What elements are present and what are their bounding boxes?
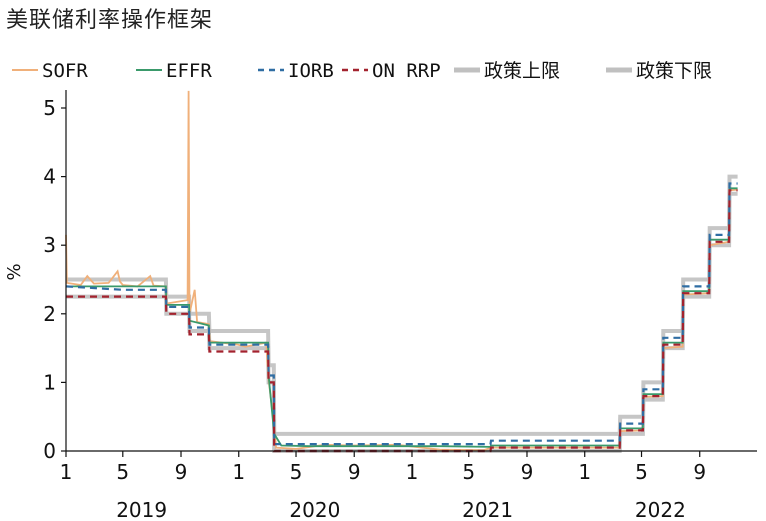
x-tick-label: 5 xyxy=(290,460,303,484)
legend-label: 政策上限 xyxy=(484,60,560,82)
legend-label: 政策下限 xyxy=(636,60,712,82)
series-line-on-rrp xyxy=(66,189,738,453)
x-tick-label: 1 xyxy=(578,460,591,484)
y-tick-label: 5 xyxy=(43,96,56,120)
legend-label: SOFR xyxy=(42,60,88,82)
chart-title: 美联储利率操作框架 xyxy=(6,8,214,33)
series-layer xyxy=(65,90,738,453)
series-line-effr xyxy=(66,187,738,448)
x-tick-label: 5 xyxy=(462,460,475,484)
y-tick-label: 0 xyxy=(43,439,56,463)
x-year-label: 2019 xyxy=(116,498,167,521)
series-line-iorb xyxy=(65,182,738,446)
y-tick-label: 4 xyxy=(43,165,56,189)
x-year-label: 2021 xyxy=(462,498,513,521)
series-line-sofr xyxy=(65,90,738,452)
y-tick-label: 2 xyxy=(43,302,56,326)
x-tick-label: 1 xyxy=(60,460,73,484)
series-line-series-5 xyxy=(66,191,738,453)
legend-label: IORB xyxy=(288,60,334,82)
x-tick-label: 9 xyxy=(693,460,706,484)
x-tick-label: 1 xyxy=(232,460,245,484)
x-tick-label: 9 xyxy=(175,460,188,484)
y-axis-label: % xyxy=(4,263,25,280)
x-tick-label: 5 xyxy=(116,460,129,484)
x-year-label: 2022 xyxy=(635,498,686,521)
x-tick-label: 9 xyxy=(348,460,361,484)
legend: SOFR EFFR IORB ON RRP 政策上限 政策下限 xyxy=(12,60,712,82)
x-tick-label: 5 xyxy=(635,460,648,484)
x-year-label: 2020 xyxy=(289,498,340,521)
y-tick-label: 3 xyxy=(43,233,56,257)
legend-label: EFFR xyxy=(166,60,212,82)
x-tick-label: 9 xyxy=(521,460,534,484)
x-tick-label: 1 xyxy=(406,460,419,484)
y-tick-label: 1 xyxy=(43,370,56,394)
legend-label: ON RRP xyxy=(372,60,441,82)
